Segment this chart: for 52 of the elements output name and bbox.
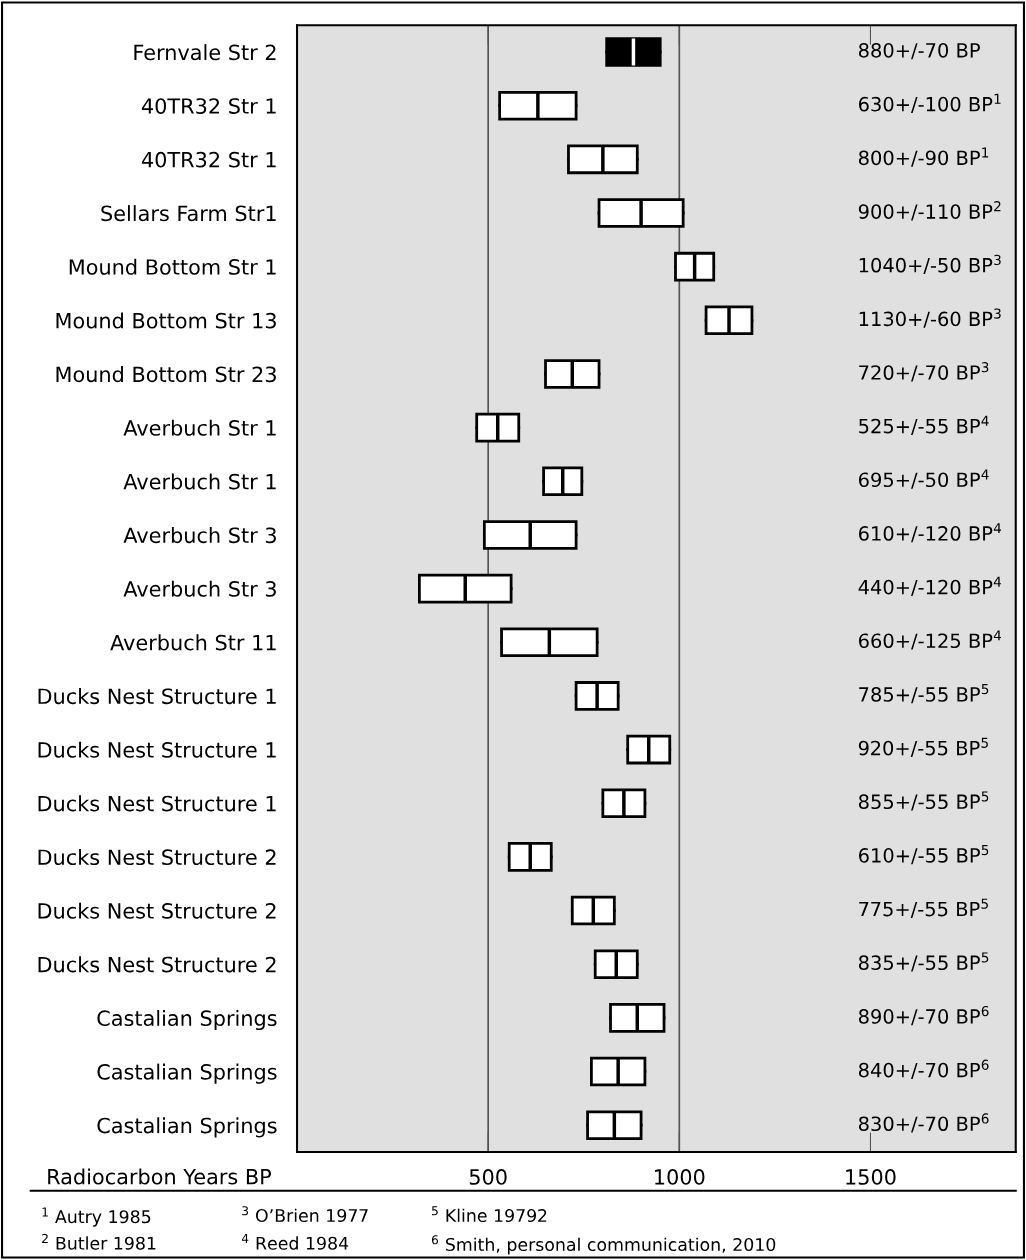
text: 840+/-70 BP$^{6}$ (858, 1059, 989, 1079)
y-tick-label: Ducks Nest Structure 1 (38, 741, 276, 758)
text: $^{3}$ O’Brien 1977 (242, 1206, 368, 1223)
y-tick-label: Castalian Springs (97, 1063, 277, 1084)
text: 525+/-55 BP$^{4}$ (859, 415, 989, 435)
text: 610+/-55 BP$^{5}$ (858, 845, 989, 865)
y-tick-label: Sellars Farm Str1 (101, 205, 276, 222)
text: 920+/-55 BP$^{5}$ (858, 737, 988, 757)
y-tick-label: Ducks Nest Structure 1 (38, 688, 276, 705)
text: 900+/-110 BP$^{2}$ (858, 201, 1001, 221)
text: $^{1}$ Autry 1985 (42, 1207, 151, 1227)
text: 775+/-55 BP$^{5}$ (859, 898, 988, 918)
y-tick-label: 40TR32 Str 1 (141, 98, 276, 114)
text: 1130+/-60 BP$^{3}$ (859, 308, 1001, 328)
text: 835+/-55 BP$^{5}$ (858, 952, 989, 972)
text: 800+/-90 BP$^{1}$ (858, 147, 989, 167)
y-tick-label: Ducks Nest Structure 2 (38, 902, 276, 919)
y-tick-label: Averbuch Str 1 (123, 419, 276, 436)
y-tick-label: Castalian Springs (97, 1009, 277, 1031)
y-tick-label: Averbuch Str 11 (110, 634, 276, 651)
text: $^{2}$ Butler 1981 (42, 1233, 156, 1250)
text: 440+/-120 BP$^{4}$ (858, 576, 1002, 596)
y-tick-label: 40TR32 Str 1 (141, 151, 276, 168)
y-tick-label: Ducks Nest Structure 1 (38, 795, 276, 812)
text: 785+/-55 BP$^{5}$ (859, 684, 989, 704)
text: 695+/-50 BP$^{4}$ (858, 469, 989, 489)
text: 630+/-100 BP$^{1}$ (858, 93, 1001, 114)
y-tick-label: Castalian Springs (97, 1117, 277, 1138)
y-tick-label: Ducks Nest Structure 2 (38, 956, 276, 973)
text: $^{4}$ Reed 1984 (241, 1234, 349, 1250)
y-tick-label: Fernvale Str 2 (134, 44, 276, 61)
text: 855+/-55 BP$^{5}$ (858, 791, 989, 811)
x-tick-label: 500 (469, 1169, 507, 1185)
y-tick-label: Averbuch Str 3 (123, 580, 276, 597)
y-tick-label: Mound Bottom Str 13 (56, 312, 276, 329)
text: 660+/-125 BP$^{4}$ (858, 630, 1002, 650)
text: 890+/-70 BP$^{6}$ (858, 1005, 989, 1026)
text: 880+/-70 BP (858, 42, 980, 60)
y-tick-label: Mound Bottom Str 1 (69, 258, 276, 275)
y-tick-label: Ducks Nest Structure 2 (38, 848, 276, 866)
text: 610+/-120 BP$^{4}$ (858, 523, 1002, 543)
text: $^{5}$ Kline 19792 (432, 1206, 547, 1223)
text: 830+/-70 BP$^{6}$ (858, 1113, 989, 1133)
x-axis-title: Radiocarbon Years BP (48, 1168, 272, 1185)
text: $^{6}$ Smith, personal communication, 2010 (431, 1235, 776, 1255)
y-tick-label: Averbuch Str 1 (123, 473, 276, 490)
x-tick-label: 1000 (655, 1169, 705, 1185)
x-tick-label: 1500 (846, 1169, 896, 1185)
y-tick-label: Mound Bottom Str 23 (56, 366, 276, 383)
text: 720+/-70 BP$^{3}$ (859, 362, 989, 382)
y-tick-label: Averbuch Str 3 (123, 527, 276, 544)
text: 1040+/-50 BP$^{3}$ (859, 254, 1001, 275)
